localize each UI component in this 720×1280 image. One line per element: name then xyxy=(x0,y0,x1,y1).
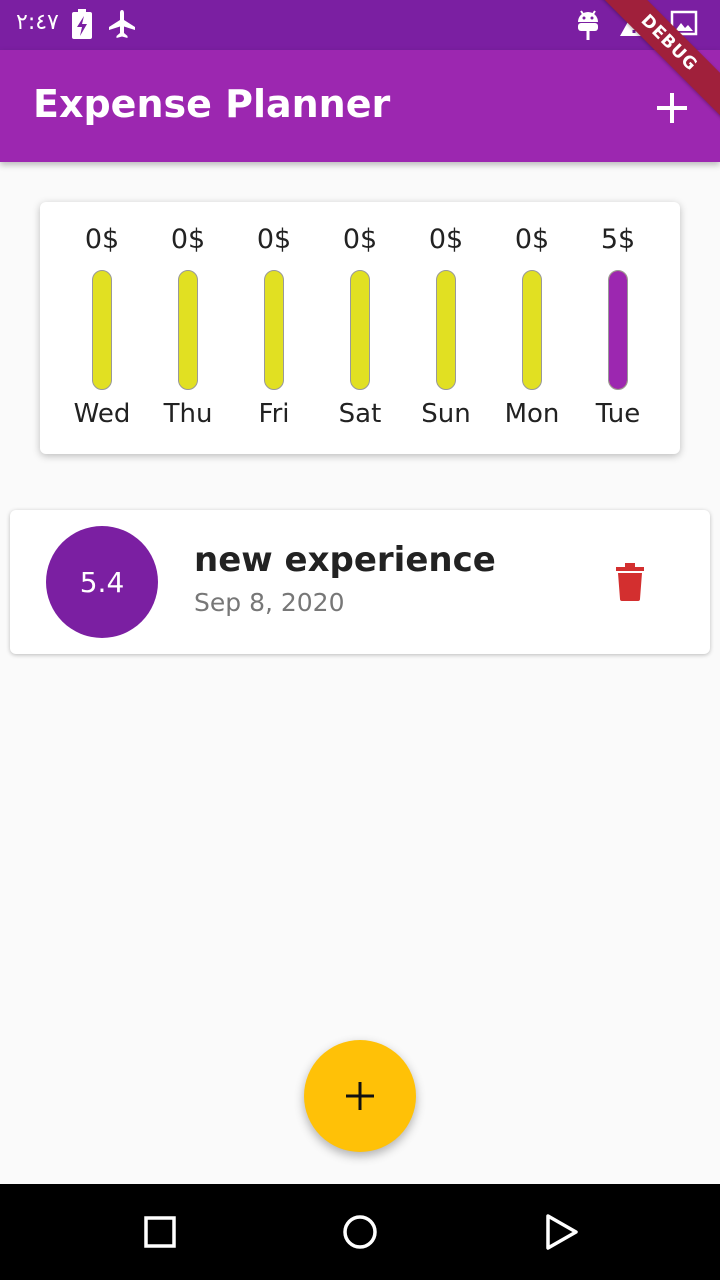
chart-amount-label: 0$ xyxy=(170,224,206,255)
chart-bar-sat: 0$ Sat xyxy=(317,202,403,454)
add-icon xyxy=(346,1082,374,1110)
add-fab-button[interactable] xyxy=(304,1040,416,1152)
chart-bar-wed: 0$ Wed xyxy=(59,202,145,454)
chart-day-label: Thu xyxy=(163,399,213,429)
chart-amount-label: 0$ xyxy=(84,224,120,255)
status-bar: ٢:٤٧ xyxy=(0,0,720,50)
image-icon xyxy=(670,8,698,42)
transaction-amount-avatar: 5.4 xyxy=(46,526,158,638)
chart-day-label: Mon xyxy=(504,399,560,429)
chart-bar-mon: 0$ Mon xyxy=(489,202,575,454)
chart-bar-track xyxy=(608,270,628,390)
add-transaction-button[interactable] xyxy=(648,84,696,132)
chart-day-label: Sun xyxy=(421,399,471,429)
transaction-title: new experience xyxy=(194,540,496,580)
chart-bar-fill xyxy=(609,271,627,389)
app-title: Expense Planner xyxy=(33,82,391,126)
chart-bar-track xyxy=(264,270,284,390)
chart-day-label: Sat xyxy=(338,399,382,429)
delete-transaction-button[interactable] xyxy=(606,558,654,606)
chart-amount-label: 0$ xyxy=(428,224,464,255)
chart-amount-label: 5$ xyxy=(600,224,636,255)
chart-bar-sun: 0$ Sun xyxy=(403,202,489,454)
battery-charging-icon xyxy=(70,8,94,44)
home-button[interactable] xyxy=(336,1208,384,1256)
navigation-bar xyxy=(0,1184,720,1280)
chart-bar-track xyxy=(522,270,542,390)
chart-bar-track xyxy=(92,270,112,390)
weekly-chart-card: 0$ Wed 0$ Thu 0$ Fri 0$ Sat 0$ Sun 0$ Mon 5$ Tue xyxy=(40,202,680,454)
add-icon xyxy=(657,93,687,123)
transaction-date: Sep 8, 2020 xyxy=(194,588,345,617)
chart-amount-label: 0$ xyxy=(514,224,550,255)
chart-bar-track xyxy=(178,270,198,390)
chart-bar-thu: 0$ Thu xyxy=(145,202,231,454)
transaction-card: 5.4 new experience Sep 8, 2020 xyxy=(10,510,710,654)
status-time: ٢:٤٧ xyxy=(16,10,59,35)
back-triangle-icon xyxy=(546,1214,578,1250)
app-bar: Expense Planner xyxy=(0,50,720,162)
chart-day-label: Tue xyxy=(595,399,641,429)
airplane-mode-icon xyxy=(106,8,138,44)
android-debug-icon xyxy=(574,8,602,46)
chart-amount-label: 0$ xyxy=(342,224,378,255)
back-button[interactable] xyxy=(536,1208,584,1256)
chart-bar-fri: 0$ Fri xyxy=(231,202,317,454)
trash-icon xyxy=(616,563,644,601)
chart-day-label: Fri xyxy=(258,399,290,429)
chart-amount-label: 0$ xyxy=(256,224,292,255)
chart-bar-tue: 5$ Tue xyxy=(575,202,661,454)
recents-button[interactable] xyxy=(136,1208,184,1256)
chart-day-label: Wed xyxy=(73,399,131,429)
chart-bar-track xyxy=(350,270,370,390)
chart-bar-track xyxy=(436,270,456,390)
recents-square-icon xyxy=(144,1216,176,1248)
home-circle-icon xyxy=(343,1215,377,1249)
